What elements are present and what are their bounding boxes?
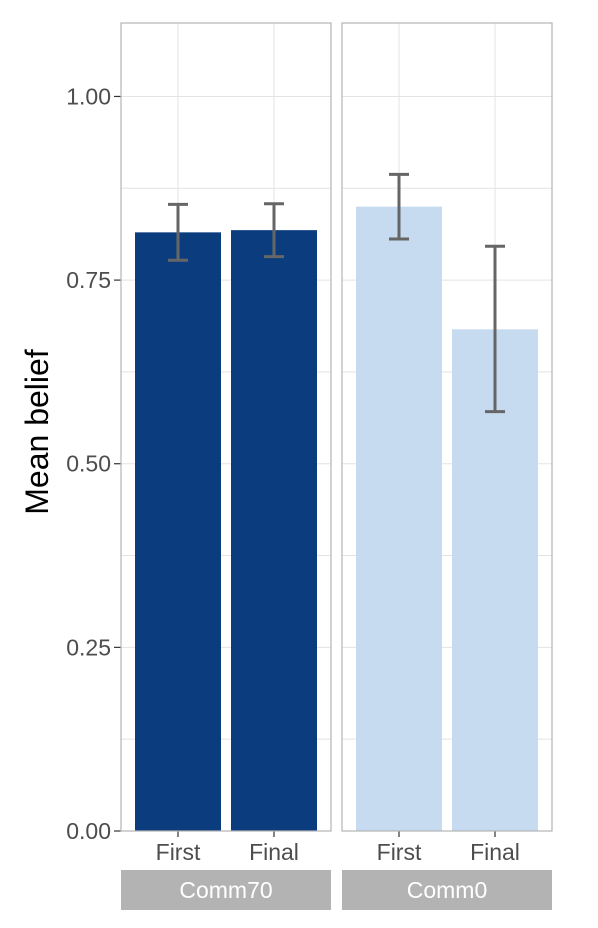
y-tick-label: 0.75 [66,267,111,293]
x-tick-label-first: First [156,839,201,865]
bar-comm70-final [231,230,317,831]
error-bar-comm0-first [389,172,409,241]
facet-strip-comm70: Comm70 [121,870,331,910]
x-tick-label-final: Final [470,839,520,865]
panel-border [341,22,553,832]
x-tick-label-final: Final [249,839,299,865]
facet-strip-label: Comm70 [179,877,272,903]
y-axis: 0.00 0.25 0.50 0.75 1.00 [66,83,121,844]
error-bar-comm0-final [485,244,505,414]
facet-panels: First Final Comm70 First Final Comm0 [120,22,553,910]
y-tick-label: 0.25 [66,634,111,660]
facet-strip-label: Comm0 [407,877,488,903]
x-tick-label-first: First [377,839,422,865]
bar-comm0-first [356,206,442,832]
error-bar-comm70-first [168,202,188,262]
panel-border [120,22,332,832]
bar-comm70-first [135,232,221,831]
y-tick-label: 1.00 [66,83,111,109]
facet-panel-comm0: First Final Comm0 [341,22,553,910]
facet-strip-comm0: Comm0 [342,870,552,910]
y-tick-label: 0.50 [66,451,111,477]
error-bar-comm70-final [264,202,284,259]
facet-strip-background [121,870,331,910]
facet-strip-background [342,870,552,910]
y-axis-title: Mean belief [19,349,55,515]
facet-panel-comm70: First Final Comm70 [120,22,332,910]
y-tick-label: 0.00 [66,818,111,844]
